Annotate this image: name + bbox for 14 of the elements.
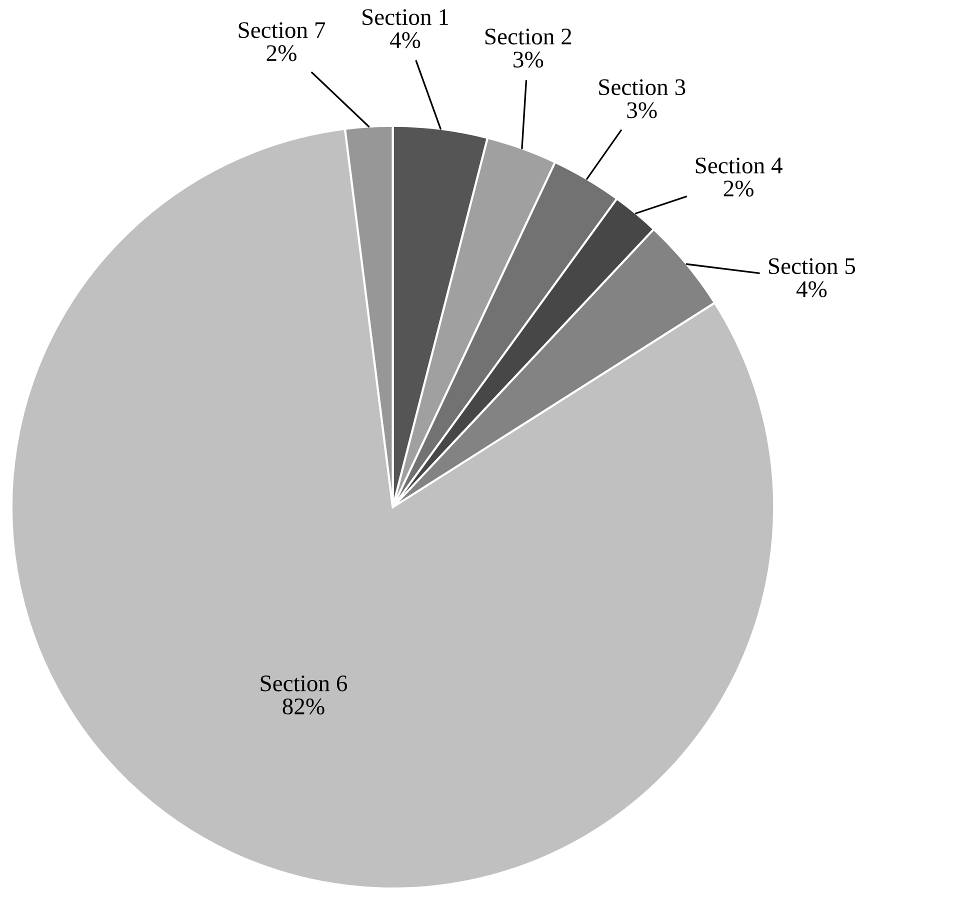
data-label: 3% bbox=[627, 102, 657, 118]
data-label: 82% bbox=[282, 698, 324, 714]
slice-label: Section 7 bbox=[238, 22, 326, 38]
slice-label: Section 5 bbox=[769, 258, 856, 274]
slice-label: Section 3 bbox=[599, 79, 686, 96]
data-label: 2% bbox=[724, 180, 754, 197]
slice-label: Section 4 bbox=[696, 158, 782, 174]
data-label: 3% bbox=[514, 52, 544, 68]
data-label: 4% bbox=[390, 32, 420, 48]
slice-label: Section 1 bbox=[362, 9, 448, 26]
data-label: 4% bbox=[796, 281, 827, 298]
data-label: 2% bbox=[266, 45, 296, 62]
slice-label: Section 6 bbox=[260, 676, 348, 692]
slice-label: Section 2 bbox=[485, 28, 572, 45]
